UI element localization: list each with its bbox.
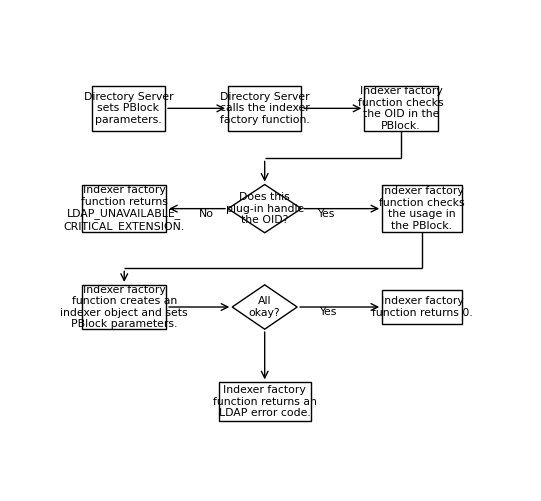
FancyBboxPatch shape bbox=[82, 185, 166, 232]
Text: Indexer factory
function returns 0.: Indexer factory function returns 0. bbox=[372, 296, 472, 318]
Text: All
okay?: All okay? bbox=[249, 296, 280, 318]
Text: Indexer factory
function returns
LDAP_UNAVAILABLE_
CRITICAL_EXTENSION.: Indexer factory function returns LDAP_UN… bbox=[64, 185, 185, 232]
Text: Directory Server
sets PBlock
parameters.: Directory Server sets PBlock parameters. bbox=[84, 92, 173, 125]
Text: No: No bbox=[199, 208, 214, 218]
Text: Directory Server
calls the indexer
factory function.: Directory Server calls the indexer facto… bbox=[220, 92, 309, 125]
Text: Indexer factory
function checks
the OID in the
PBlock.: Indexer factory function checks the OID … bbox=[358, 86, 444, 131]
FancyBboxPatch shape bbox=[92, 86, 165, 131]
FancyBboxPatch shape bbox=[228, 86, 301, 131]
Text: Yes: Yes bbox=[319, 307, 337, 317]
Text: Indexer factory
function creates an
indexer object and sets
PBlock parameters.: Indexer factory function creates an inde… bbox=[61, 285, 188, 330]
FancyBboxPatch shape bbox=[219, 382, 311, 421]
Text: Indexer factory
function returns an
LDAP error code.: Indexer factory function returns an LDAP… bbox=[213, 385, 316, 418]
FancyBboxPatch shape bbox=[364, 86, 438, 131]
FancyBboxPatch shape bbox=[82, 285, 166, 329]
Text: Does this
plug-in handle
the OID?: Does this plug-in handle the OID? bbox=[226, 192, 304, 225]
FancyBboxPatch shape bbox=[382, 290, 461, 324]
Text: Yes: Yes bbox=[317, 208, 334, 218]
Polygon shape bbox=[232, 285, 297, 329]
FancyBboxPatch shape bbox=[382, 185, 461, 232]
Text: Indexer factory
function checks
the usage in
the PBlock.: Indexer factory function checks the usag… bbox=[379, 186, 465, 231]
Polygon shape bbox=[228, 184, 301, 233]
